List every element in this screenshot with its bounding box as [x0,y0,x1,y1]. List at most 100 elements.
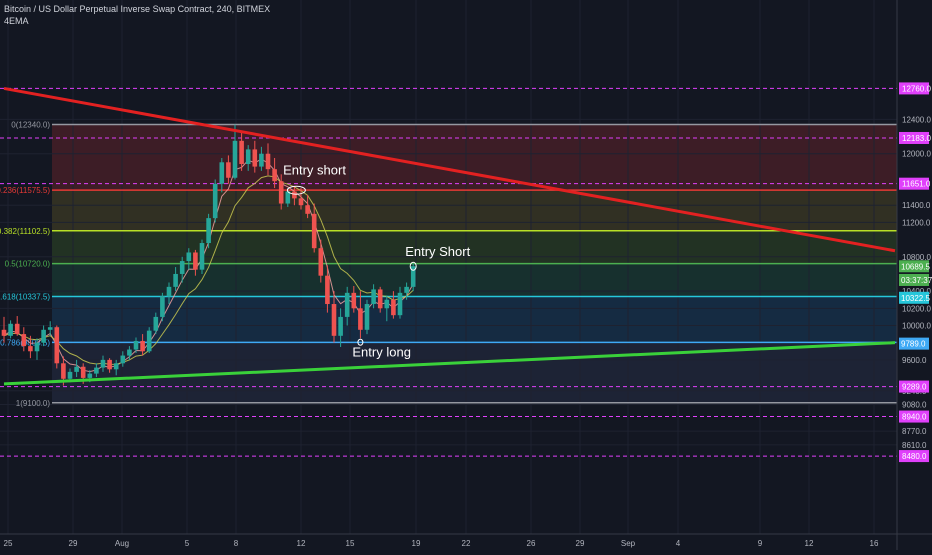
annotation-label: Entry short [283,162,346,177]
candle-body [278,181,284,204]
chart-title: Bitcoin / US Dollar Perpetual Inverse Sw… [4,4,271,14]
candle-body [179,261,185,274]
price-tick-label: 10000.0 [902,322,931,331]
candle-body [298,198,304,206]
candle-body [94,367,99,374]
candle-body [404,286,409,293]
price-tag [899,450,929,463]
fib-label: 0.236(11575.5) [0,186,50,195]
candle-body [133,340,139,350]
time-tick-label: 29 [576,539,585,548]
time-tick-label: 8 [234,539,239,548]
time-tick-label: 19 [412,539,421,548]
candle-body [219,162,225,184]
candle-body [331,304,337,336]
candle-body [384,299,390,309]
candle-body [67,371,73,379]
fib-label: 1(9100.0) [16,399,51,408]
fib-label: 0(12340.0) [11,120,50,129]
candle-body [74,366,79,372]
candle-body [371,289,376,305]
time-tick-label: 22 [462,539,471,548]
candle-body [292,191,297,199]
candle-body [206,218,211,244]
time-tick-label: Sep [621,539,636,548]
price-tag-label: 8480.0 [902,452,927,461]
candle-body [397,292,403,316]
candle-body [28,346,33,352]
candle-body [41,329,46,343]
price-tick-label: 10400.0 [902,287,931,296]
price-tick-label: 11400.0 [902,201,931,210]
price-tag [899,291,929,304]
price-tick-label: 10800.0 [902,253,931,262]
time-tick-label: 25 [4,539,13,548]
candle-body [173,273,178,287]
time-tick-label: 15 [346,539,355,548]
candle-body [47,327,53,330]
candle-body [252,149,258,167]
price-tick-label: 11200.0 [902,218,931,227]
time-tick-label: 5 [185,539,190,548]
candle-body [21,334,27,347]
fib-label: 0.5(10720.0) [5,260,51,269]
candle-body [153,316,159,331]
candle-body [199,243,205,270]
fib-zone [52,342,897,403]
price-tag-label: 03:37:37 [901,276,932,285]
price-tag-label: 10689.5 [901,262,930,271]
annotation-label: Entry Short [405,244,470,259]
price-tick-label: 8770.0 [902,427,927,436]
candle-body [80,366,86,378]
candle-body [245,149,251,165]
candle-body [160,296,165,317]
fib-label: 0.618(10337.5) [0,293,50,302]
candle-body [193,252,198,270]
time-tick-label: Aug [115,539,129,548]
time-tick-label: 29 [69,539,78,548]
price-tag-label: 9289.0 [902,383,927,392]
candle-body [14,323,20,335]
candle-body [127,349,132,356]
price-tag [899,82,929,95]
candle-body [54,327,60,364]
price-tag [899,380,929,393]
annotation-label: Entry long [352,344,411,359]
candle-body [8,323,13,336]
time-tick-label: 12 [805,539,814,548]
price-tick-label: 9080.0 [902,401,927,410]
ema-slow-line [3,175,414,365]
time-tick-label: 9 [758,539,763,548]
candle-body [305,205,310,214]
candle-body [391,299,396,316]
candle-body [61,363,66,379]
resistance-trendline [3,86,896,253]
candle-body [232,140,238,178]
candle-body [272,169,277,182]
price-tick-label: 9600.0 [902,356,927,365]
price-tick-label: 8610.0 [902,441,927,450]
candle-body [358,308,363,330]
candle-body [351,292,357,309]
price-tag-label: 12760.0 [902,84,931,93]
price-tag-label: 9789.0 [901,340,926,349]
price-tick-label: 10200.0 [902,304,931,313]
candle-body [311,213,317,249]
candle-body [113,363,119,370]
candle-body [364,304,370,330]
candle-body [325,275,330,305]
entry-marker [357,338,364,346]
candle-body [120,355,126,364]
support-trendline [3,341,896,386]
price-tag-label: 8940.0 [902,413,927,422]
candle-body [140,340,145,352]
fib-zone [52,190,897,231]
candle-body [318,248,324,276]
indicator-label: 4EMA [4,16,29,26]
candle-body [166,286,172,297]
candle-body [285,191,291,204]
price-tag [899,273,929,286]
time-tick-label: 26 [527,539,536,548]
